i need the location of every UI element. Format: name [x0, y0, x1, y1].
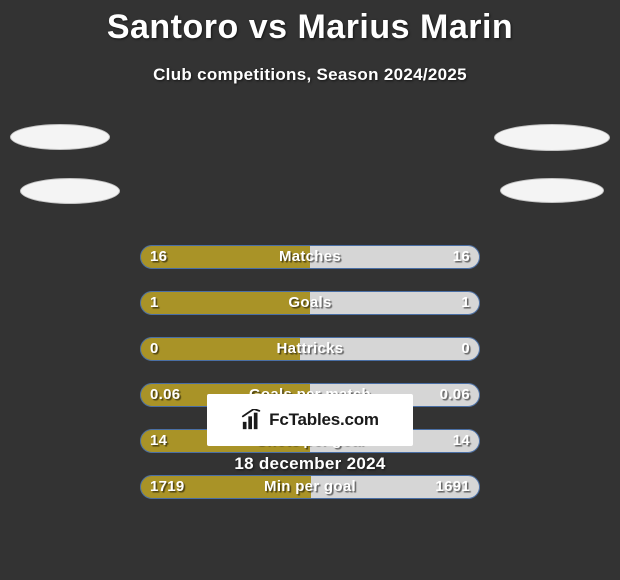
- bar-track: [140, 291, 480, 315]
- stat-value-left: 0.06: [150, 383, 180, 407]
- stat-value-left: 0: [150, 337, 159, 361]
- stat-value-right: 14: [453, 429, 470, 453]
- avatar-right-top: [494, 124, 610, 151]
- bar-left: [140, 337, 300, 361]
- bar-track: [140, 475, 480, 499]
- source-badge-text: FcTables.com: [269, 410, 379, 430]
- page-title: Santoro vs Marius Marin: [0, 0, 620, 47]
- bar-track: [140, 245, 480, 269]
- stat-row: 00Hattricks: [0, 337, 620, 361]
- avatar-left-bottom: [20, 178, 120, 204]
- footer-date: 18 december 2024: [0, 454, 620, 474]
- stat-value-left: 16: [150, 245, 167, 269]
- bars-icon: [241, 409, 263, 431]
- stat-value-right: 0.06: [440, 383, 470, 407]
- bar-right: [300, 337, 480, 361]
- stat-value-right: 0: [461, 337, 470, 361]
- stat-value-right: 1: [461, 291, 470, 315]
- source-badge: FcTables.com: [207, 394, 413, 446]
- stat-value-right: 16: [453, 245, 470, 269]
- avatar-right-bottom: [500, 178, 604, 203]
- stat-value-left: 1: [150, 291, 159, 315]
- bar-left: [140, 291, 310, 315]
- stat-row: 1616Matches: [0, 245, 620, 269]
- stat-value-left: 1719: [150, 475, 185, 499]
- stat-value-left: 14: [150, 429, 167, 453]
- page-subtitle: Club competitions, Season 2024/2025: [0, 65, 620, 85]
- stat-row: 11Goals: [0, 291, 620, 315]
- bar-track: [140, 337, 480, 361]
- comparison-infographic: Santoro vs Marius Marin Club competition…: [0, 0, 620, 580]
- stat-value-right: 1691: [435, 475, 470, 499]
- bar-right: [310, 291, 480, 315]
- avatar-left-top: [10, 124, 110, 150]
- stat-row: 17191691Min per goal: [0, 475, 620, 499]
